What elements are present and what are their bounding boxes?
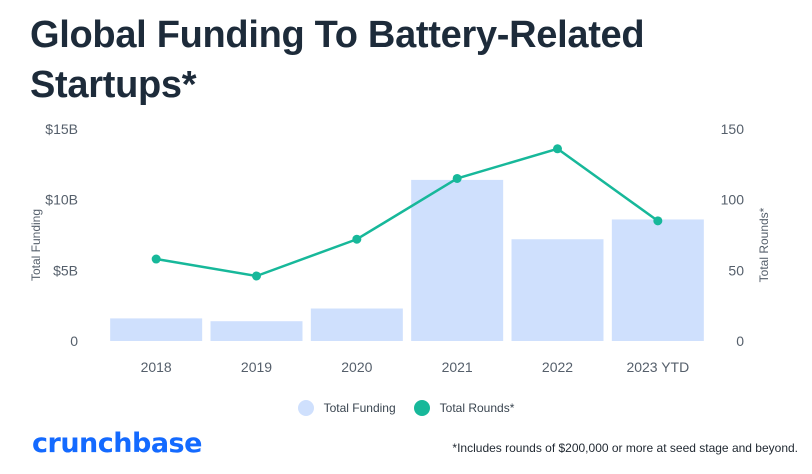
x-tick-label: 2018 — [141, 359, 172, 375]
footnote: *Includes rounds of $200,000 or more at … — [452, 441, 798, 455]
rounds-point — [352, 234, 362, 244]
legend-item-funding: Total Funding — [297, 400, 396, 416]
y2-tick-label: 0 — [736, 333, 744, 349]
rounds-line — [155, 147, 659, 278]
y2-tick-label: 150 — [721, 121, 745, 137]
bar — [611, 219, 704, 341]
legend-item-rounds: Total Rounds* — [413, 400, 515, 416]
legend-label-rounds: Total Rounds* — [439, 401, 515, 415]
legend-swatch-rounds — [413, 400, 430, 416]
y-tick-label: $10B — [45, 192, 78, 208]
y2-axis-title: Total Rounds* — [757, 207, 771, 282]
rounds-point — [151, 254, 161, 264]
rounds-point — [653, 216, 663, 226]
chart-title: Global Funding To Battery-Related Startu… — [30, 14, 645, 106]
y2-tick-label: 50 — [728, 262, 744, 278]
bar — [411, 179, 504, 341]
combo-chart: 0 $5B $10B $15B 0 50 100 150 Total Funding Total … — [29, 121, 771, 375]
legend-label-funding: Total Funding — [323, 401, 396, 415]
y-tick-label: $15B — [45, 121, 78, 137]
x-tick-label: 2020 — [341, 359, 372, 375]
rounds-point — [452, 173, 462, 183]
bar — [110, 318, 203, 341]
bar — [210, 321, 303, 341]
rounds-point — [252, 271, 261, 281]
y-tick-label: $5B — [53, 262, 78, 278]
x-tick-label: 2021 — [442, 359, 473, 375]
legend: Total Funding Total Rounds* — [0, 400, 812, 416]
x-tick-label: 2019 — [241, 359, 272, 375]
x-tick-label: 2023 YTD — [626, 359, 689, 375]
crunchbase-logo: crunchbase — [32, 428, 202, 459]
y-tick-label: 0 — [70, 333, 78, 349]
x-tick-label: 2022 — [542, 359, 573, 375]
rounds-point — [553, 144, 562, 154]
bar — [310, 308, 403, 341]
y-axis-title: Total Funding — [29, 209, 43, 281]
y2-tick-label: 100 — [721, 192, 745, 208]
legend-swatch-funding — [297, 400, 314, 416]
bar — [511, 239, 604, 341]
